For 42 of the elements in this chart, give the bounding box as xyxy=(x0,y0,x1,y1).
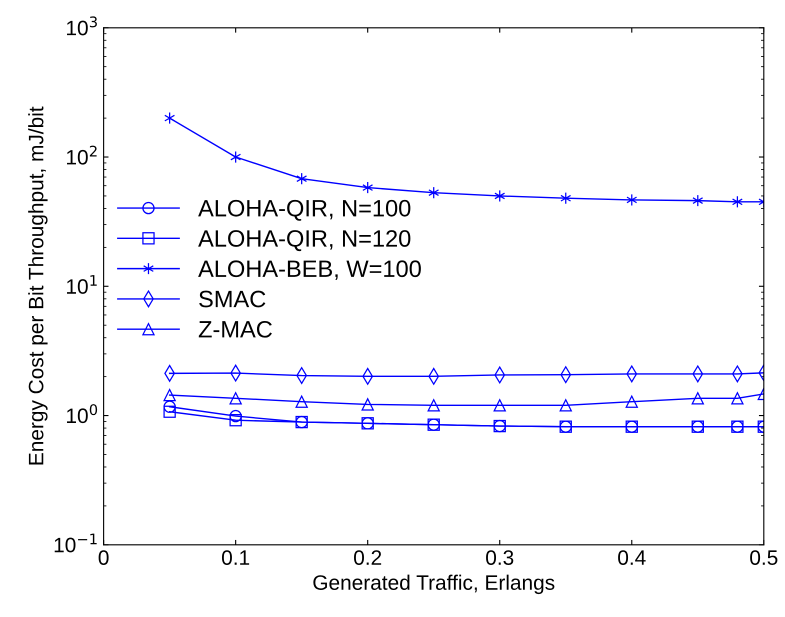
point xyxy=(428,186,440,199)
point xyxy=(692,392,704,404)
legend-label: Z-MAC xyxy=(198,320,272,338)
point xyxy=(428,399,440,412)
point xyxy=(732,196,743,208)
legend-label: SMAC xyxy=(199,290,266,308)
point xyxy=(230,150,242,164)
x-tick-label: 0.1 xyxy=(222,550,250,565)
point xyxy=(494,190,506,202)
point xyxy=(164,112,176,124)
point xyxy=(295,396,308,408)
y-tick-label: 10$^{0}$ xyxy=(67,404,98,424)
point xyxy=(296,172,308,185)
legend-label: ALOHA-BEB, W=100 xyxy=(198,260,421,280)
y-tick-label: 10$^{3}$ xyxy=(67,16,97,36)
point xyxy=(163,388,176,402)
x-tick-label: 0 xyxy=(98,550,109,565)
point xyxy=(362,181,374,194)
x-tick-label: 0.5 xyxy=(750,550,778,565)
point xyxy=(229,392,242,404)
point xyxy=(229,414,242,426)
point xyxy=(362,398,374,411)
point xyxy=(229,410,242,422)
x-axis-title: Generated Traffic, Erlangs xyxy=(313,574,554,594)
x-tick-label: 0.4 xyxy=(618,550,646,565)
point xyxy=(494,399,506,412)
point xyxy=(626,396,638,408)
point xyxy=(626,194,638,206)
point xyxy=(560,192,572,204)
point xyxy=(163,406,176,418)
x-tick-label: 0.3 xyxy=(486,550,514,565)
y-axis-title: Energy Cost per Bit Throughput, mJ/bit xyxy=(28,106,48,464)
point xyxy=(560,399,572,412)
y-tick-label: 10$^{1}$ xyxy=(67,275,97,294)
y-tick-label: 10$^{−1}$ xyxy=(54,534,97,552)
legend-label: ALOHA-QIR, N=120 xyxy=(198,230,410,252)
point xyxy=(692,194,704,207)
x-tick-label: 0.2 xyxy=(354,550,382,565)
y-tick-label: 10$^{2}$ xyxy=(67,146,97,165)
point xyxy=(163,400,176,413)
point xyxy=(731,392,744,404)
legend-label: ALOHA-QIR, N=100 xyxy=(198,200,410,221)
